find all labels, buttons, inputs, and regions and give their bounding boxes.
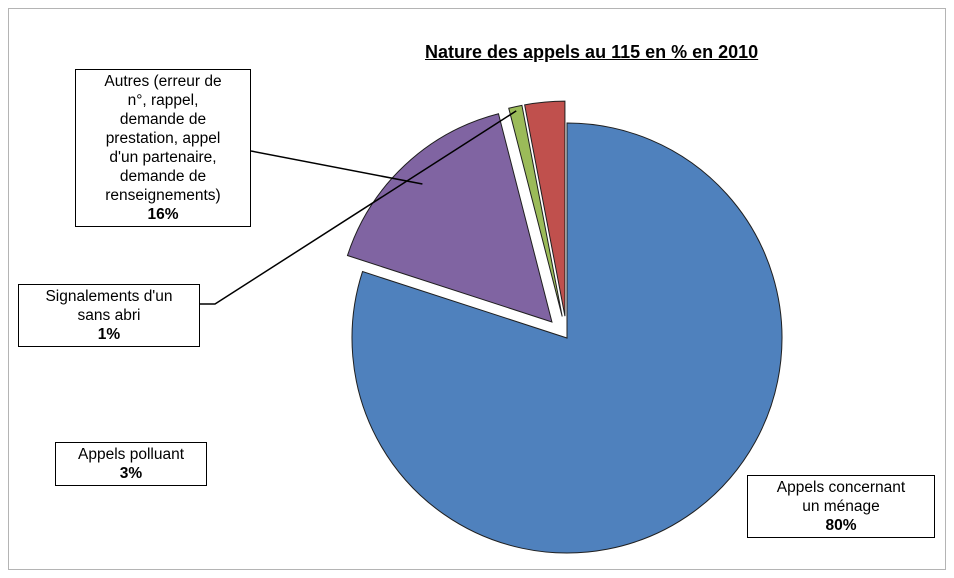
data-label-autres-line-7: renseignements) bbox=[105, 187, 221, 204]
pie-slice-polluant bbox=[524, 100, 566, 317]
data-label-autres: Autres (erreur de n°, rappel, demande de… bbox=[75, 69, 251, 227]
data-label-sans-abri: Signalements d'un sans abri 1% bbox=[18, 284, 200, 347]
data-label-polluant-pct: 3% bbox=[119, 465, 143, 482]
data-label-autres-line-2: n°, rappel, bbox=[127, 92, 199, 109]
data-label-polluant: Appels polluant 3% bbox=[55, 442, 207, 486]
data-label-autres-line-1: Autres (erreur de bbox=[104, 73, 222, 90]
data-label-polluant-line-1: Appels polluant bbox=[78, 446, 184, 463]
data-label-sans-abri-line-2: sans abri bbox=[77, 307, 141, 324]
data-label-autres-line-6: demande de bbox=[119, 168, 207, 185]
pie-slice-autres bbox=[346, 113, 553, 323]
data-label-autres-pct: 16% bbox=[147, 206, 179, 223]
data-label-autres-line-3: demande de bbox=[119, 111, 207, 128]
data-label-autres-line-4: prestation, appel bbox=[105, 130, 221, 147]
data-label-menage-line-1: Appels concernant bbox=[776, 479, 906, 496]
data-label-sans-abri-line-1: Signalements d'un bbox=[45, 288, 173, 305]
leader-line-sans-abri bbox=[200, 110, 517, 305]
data-label-menage-line-2: un ménage bbox=[802, 498, 880, 515]
data-label-autres-line-5: d'un partenaire, bbox=[109, 149, 217, 166]
data-label-sans-abri-pct: 1% bbox=[97, 326, 121, 343]
data-label-menage-pct: 80% bbox=[825, 517, 857, 534]
pie-slice-menage bbox=[351, 122, 783, 554]
pie-slice-sans-abri bbox=[508, 104, 563, 317]
chart-title: Nature des appels au 115 en % en 2010 bbox=[425, 42, 759, 62]
chart-frame bbox=[8, 8, 946, 570]
leader-line-autres bbox=[250, 150, 423, 185]
data-label-menage: Appels concernant un ménage 80% bbox=[747, 475, 935, 538]
